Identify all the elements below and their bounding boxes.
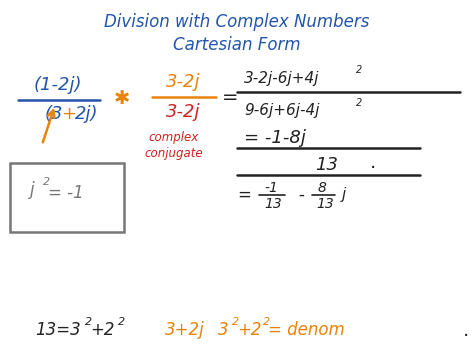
Text: =: = xyxy=(237,186,251,204)
Text: +2: +2 xyxy=(237,321,262,339)
Text: -: - xyxy=(298,186,304,204)
Text: 2: 2 xyxy=(232,317,239,327)
Text: 3: 3 xyxy=(218,321,228,339)
Text: 2: 2 xyxy=(118,317,125,327)
Text: 2: 2 xyxy=(356,65,362,75)
Text: ✱: ✱ xyxy=(114,89,130,109)
Text: 13: 13 xyxy=(264,197,282,211)
Text: j: j xyxy=(342,187,346,202)
Text: 13: 13 xyxy=(315,156,338,174)
Text: 3-2j: 3-2j xyxy=(166,73,200,91)
Text: complex: complex xyxy=(149,131,199,144)
Text: 2j): 2j) xyxy=(75,105,99,123)
Text: 2: 2 xyxy=(356,98,362,108)
FancyBboxPatch shape xyxy=(10,163,124,232)
Text: 13=3: 13=3 xyxy=(35,321,81,339)
Text: 2: 2 xyxy=(85,317,92,327)
Text: j: j xyxy=(30,181,35,199)
Text: 8: 8 xyxy=(318,181,327,195)
Text: 2: 2 xyxy=(263,317,270,327)
Text: = -1: = -1 xyxy=(48,184,84,202)
Text: 3+2j: 3+2j xyxy=(165,321,205,339)
Text: 3-2j-6j+4j: 3-2j-6j+4j xyxy=(244,71,319,86)
Text: (1-2j): (1-2j) xyxy=(34,76,82,94)
Text: .: . xyxy=(370,153,376,171)
Text: 2: 2 xyxy=(43,177,50,187)
Text: +: + xyxy=(61,105,76,123)
Text: Division with Complex Numbers: Division with Complex Numbers xyxy=(104,13,370,31)
Text: +2: +2 xyxy=(90,321,115,339)
Text: 9-6j+6j-4j: 9-6j+6j-4j xyxy=(244,103,319,118)
Text: 3-2j: 3-2j xyxy=(166,103,200,121)
Text: =: = xyxy=(222,87,238,106)
Text: Cartesian Form: Cartesian Form xyxy=(173,36,301,54)
Text: = -1-8j: = -1-8j xyxy=(244,129,306,147)
Text: .: . xyxy=(463,321,469,339)
Text: 13: 13 xyxy=(316,197,334,211)
Text: = denom: = denom xyxy=(268,321,345,339)
Text: -1: -1 xyxy=(264,181,278,195)
Text: (3: (3 xyxy=(45,105,64,123)
Text: conjugate: conjugate xyxy=(145,147,203,159)
